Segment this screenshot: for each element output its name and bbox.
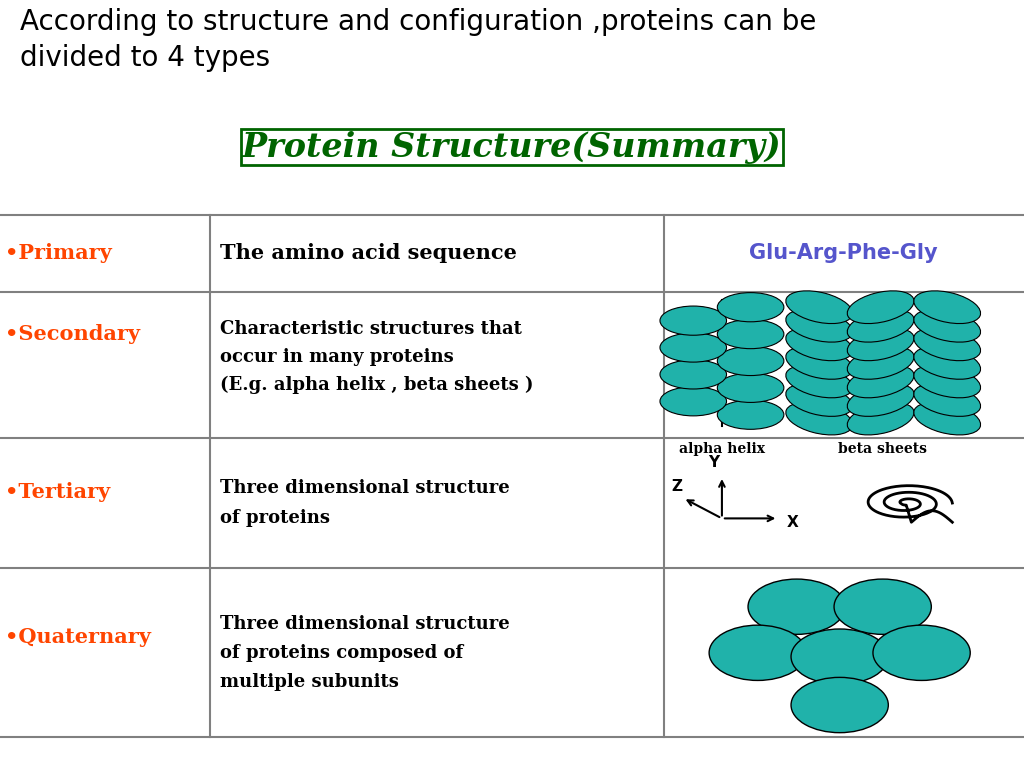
Text: •Tertiary: •Tertiary (5, 482, 111, 502)
Text: •Primary: •Primary (5, 243, 112, 263)
Ellipse shape (913, 310, 981, 342)
Ellipse shape (847, 328, 914, 361)
Ellipse shape (913, 328, 981, 361)
Ellipse shape (659, 387, 726, 416)
Text: •Quaternary: •Quaternary (5, 627, 151, 647)
Text: Three dimensional structure
of proteins: Three dimensional structure of proteins (220, 479, 510, 527)
Ellipse shape (659, 360, 726, 389)
Text: Glu-Arg-Phe-Gly: Glu-Arg-Phe-Gly (750, 243, 938, 263)
Ellipse shape (913, 384, 981, 416)
Text: alpha helix: alpha helix (679, 442, 765, 455)
Ellipse shape (717, 373, 784, 402)
Ellipse shape (785, 402, 853, 435)
Ellipse shape (847, 365, 914, 398)
Text: Y: Y (709, 455, 719, 470)
Text: The amino acid sequence: The amino acid sequence (220, 243, 517, 263)
Text: beta sheets: beta sheets (838, 442, 927, 455)
Ellipse shape (785, 291, 853, 323)
Ellipse shape (847, 346, 914, 379)
Ellipse shape (847, 402, 914, 435)
Ellipse shape (709, 625, 807, 680)
Ellipse shape (748, 579, 845, 634)
Ellipse shape (847, 291, 914, 323)
Ellipse shape (785, 365, 853, 398)
Ellipse shape (785, 328, 853, 361)
Ellipse shape (717, 293, 784, 322)
Text: Characteristic structures that
occur in many proteins
(E.g. alpha helix , beta s: Characteristic structures that occur in … (220, 320, 534, 394)
Ellipse shape (834, 579, 932, 634)
Ellipse shape (791, 677, 888, 733)
Ellipse shape (872, 625, 970, 680)
Ellipse shape (785, 384, 853, 416)
Ellipse shape (913, 346, 981, 379)
Ellipse shape (913, 291, 981, 323)
Ellipse shape (717, 346, 784, 376)
Text: Protein Structure(Summary): Protein Structure(Summary) (243, 131, 781, 164)
Ellipse shape (785, 346, 853, 379)
Ellipse shape (913, 365, 981, 398)
Text: X: X (786, 515, 798, 530)
Text: According to structure and configuration ,proteins can be
divided to 4 types: According to structure and configuration… (20, 8, 817, 72)
Ellipse shape (791, 629, 888, 684)
Text: Three dimensional structure
of proteins composed of
multiple subunits: Three dimensional structure of proteins … (220, 614, 510, 691)
Text: •Secondary: •Secondary (5, 324, 140, 344)
Text: Z: Z (672, 479, 682, 494)
Ellipse shape (659, 333, 726, 362)
Ellipse shape (717, 319, 784, 349)
Ellipse shape (847, 384, 914, 416)
Ellipse shape (659, 306, 726, 335)
Ellipse shape (717, 400, 784, 429)
Ellipse shape (913, 402, 981, 435)
Ellipse shape (847, 310, 914, 342)
Ellipse shape (785, 310, 853, 342)
